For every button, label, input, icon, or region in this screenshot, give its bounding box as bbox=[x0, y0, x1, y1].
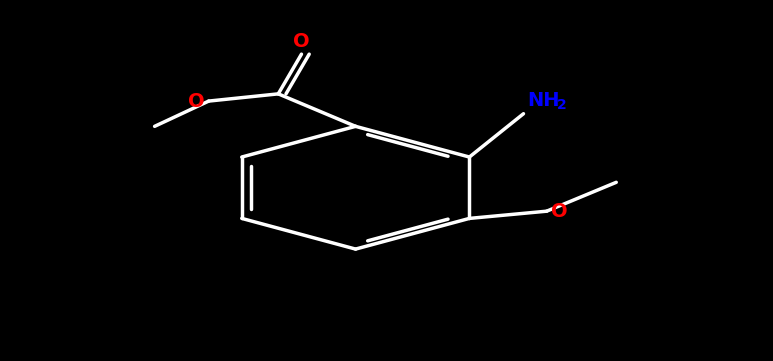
Text: O: O bbox=[188, 92, 205, 110]
Text: O: O bbox=[550, 202, 567, 221]
Text: NH: NH bbox=[527, 91, 560, 110]
Text: O: O bbox=[293, 31, 310, 51]
Text: 2: 2 bbox=[557, 98, 567, 112]
